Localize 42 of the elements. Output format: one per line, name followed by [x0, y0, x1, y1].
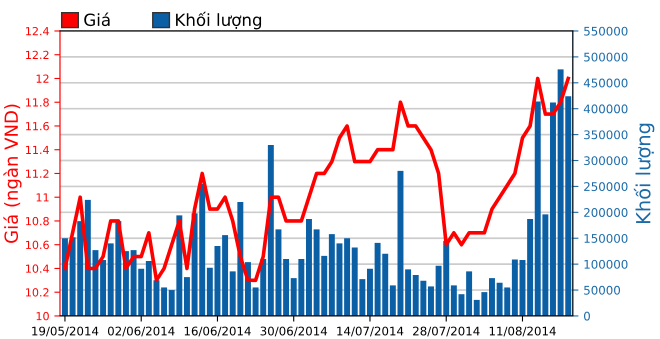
y-tick-label: 10.4 [26, 264, 49, 273]
bar [534, 101, 541, 316]
y-axis-title: Giá (ngàn VND) [3, 104, 22, 243]
y-tick-label: 11 [36, 193, 49, 202]
y2-tick-label: 100000 [584, 260, 628, 269]
line-series [63, 76, 570, 282]
y-tick-label: 12.4 [26, 26, 49, 36]
y2-tick-label: 450000 [584, 78, 628, 88]
y2-tick-label: 0 [584, 312, 590, 321]
x-tick-label: 19/05/2014 [32, 326, 98, 336]
x-tick-label: 16/06/2014 [184, 326, 251, 336]
x-tick-label: 30/06/2014 [260, 326, 328, 336]
y2-tick-label: 550000 [584, 26, 628, 36]
y2-tick-label: 200000 [584, 208, 628, 217]
y-tick-label: 11.2 [26, 169, 48, 178]
bar [382, 254, 388, 316]
bar [504, 287, 510, 316]
y2-tick-label: 250000 [584, 182, 628, 192]
y-tick-label: 11.6 [26, 122, 49, 130]
y2-tick-label: 500000 [584, 52, 628, 62]
y-tick-label: 12.2 [26, 50, 48, 59]
y-tick-label: 10.6 [26, 240, 49, 250]
y-tick-label: 11.4 [26, 146, 49, 154]
x-tick-label: 28/07/2014 [413, 326, 480, 336]
legend-label: Khối lượng [176, 12, 262, 30]
y2-tick-label: 400000 [584, 104, 628, 114]
y-tick-label: 11.8 [26, 98, 49, 107]
y-tick-label: 10.2 [26, 288, 48, 297]
legend-label: Giá [84, 12, 110, 26]
y2-tick-label: 150000 [584, 234, 628, 243]
x-tick-label: 02/06/2014 [108, 326, 175, 336]
y2-axis-title: Khối lượng [634, 124, 654, 223]
y2-tick-label: 50000 [584, 286, 620, 295]
bar [565, 96, 572, 316]
x-tick-label: 11/08/2014 [490, 326, 556, 336]
y-tick-label: 10.8 [26, 216, 49, 226]
bar [412, 275, 419, 316]
x-tick-label: 14/07/2014 [337, 326, 404, 336]
y-tick-label: 10 [36, 312, 49, 320]
y-tick-label: 12 [36, 74, 48, 83]
y2-tick-label: 300000 [584, 156, 628, 166]
y2-tick-label: 350000 [584, 130, 628, 140]
